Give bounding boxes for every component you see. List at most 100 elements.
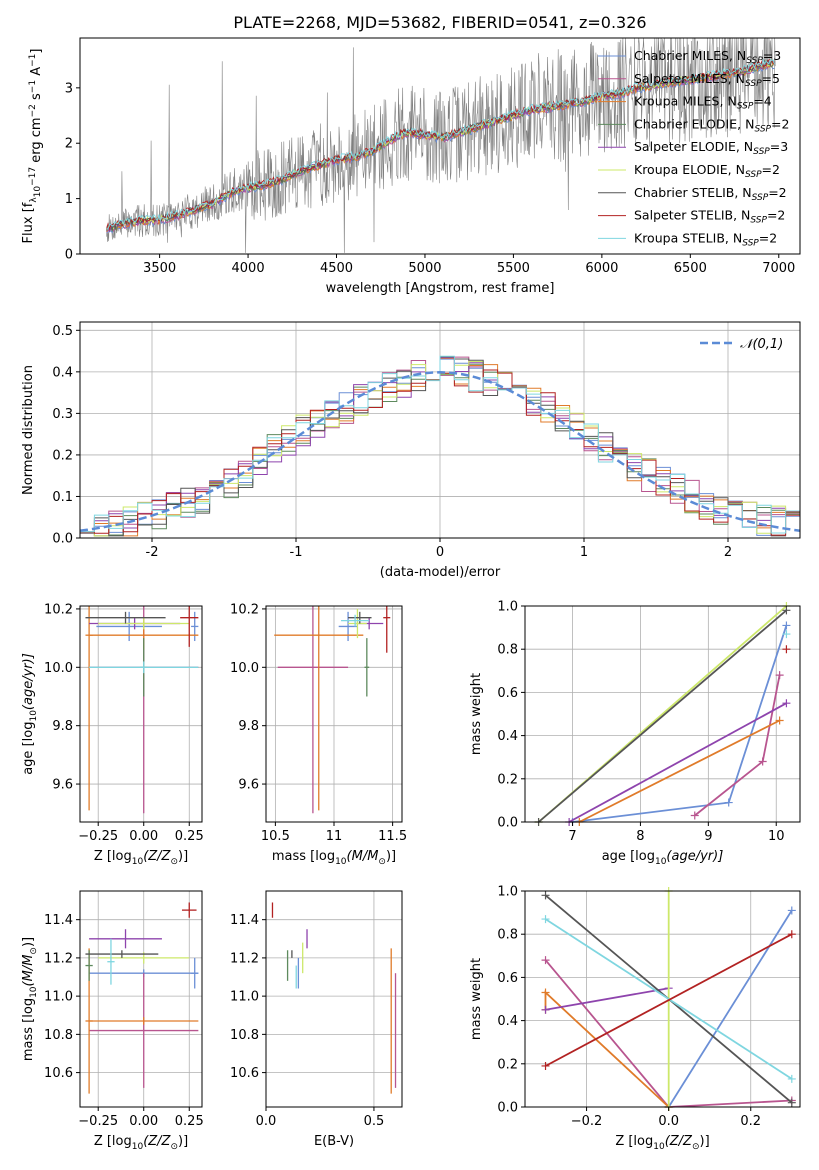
plot-area-mass-vs-Z bbox=[85, 902, 199, 1094]
figure-title: PLATE=2268, MJD=53682, FIBERID=0541, z=0… bbox=[233, 13, 646, 32]
x-tick-label: −0.2 bbox=[571, 1114, 603, 1129]
y-tick-label: 0.0 bbox=[497, 816, 518, 831]
x-tick-label: 0 bbox=[436, 545, 444, 560]
y-tick-label: 0.2 bbox=[497, 1057, 518, 1072]
plot-area-age-vs-Z bbox=[85, 606, 199, 814]
x-tick-label: 7 bbox=[568, 829, 576, 844]
x-axis-label: (data-model)/error bbox=[380, 565, 501, 580]
y-tick-label: 11.2 bbox=[230, 951, 259, 966]
x-tick-label: 0.5 bbox=[364, 1114, 385, 1129]
weight-line-2 bbox=[578, 719, 781, 823]
axes-frame-age-vs-Z bbox=[79, 605, 203, 823]
x-tick-label: 4000 bbox=[232, 261, 265, 276]
x-tick-label: 6000 bbox=[585, 261, 618, 276]
x-axis-label: wavelength [Angstrom, rest frame] bbox=[326, 281, 555, 296]
normal-curve bbox=[79, 371, 801, 532]
x-tick-label: 6500 bbox=[674, 261, 707, 276]
axes-frame-weight-vs-Z bbox=[524, 890, 801, 1108]
x-tick-label: −0.25 bbox=[78, 1114, 118, 1129]
y-tick-label: 11.4 bbox=[44, 913, 73, 928]
weight-marker bbox=[541, 891, 550, 900]
x-tick-label: -1 bbox=[290, 545, 303, 560]
y-tick-label: 0.4 bbox=[52, 365, 73, 380]
y-tick-label: 0.2 bbox=[497, 772, 518, 787]
x-tick-label: 8 bbox=[636, 829, 644, 844]
y-tick-label: 10.6 bbox=[44, 1066, 73, 1081]
hist-series-8 bbox=[80, 355, 800, 534]
legend-label-6: Chabrier STELIB, NSSP=2 bbox=[634, 185, 787, 203]
y-tick-label: 0.1 bbox=[52, 490, 73, 505]
x-axis-label: Z [log10(Z/Z⊙)] bbox=[94, 1134, 188, 1152]
weight-marker bbox=[782, 645, 791, 654]
y-tick-label: 0.8 bbox=[497, 928, 518, 943]
y-tick-label: 2 bbox=[65, 137, 73, 152]
y-tick-label: 0.6 bbox=[497, 971, 518, 986]
y-tick-label: 0.4 bbox=[497, 1014, 518, 1029]
x-tick-label: 0.25 bbox=[175, 829, 204, 844]
y-axis-label: Flux [fλ10−17 erg cm−2 s−1 A−1] bbox=[21, 49, 44, 244]
weight-marker bbox=[541, 1005, 550, 1014]
panel-residuals: -2 -1 0 1 2 0.0 0.1 0.2 0.3 0.4 0.5 (data-model)/er… bbox=[21, 321, 801, 580]
x-tick-label: 0.00 bbox=[129, 829, 158, 844]
panel-weight-vs-Z: −0.2 0.0 0.2 0.0 0.2 0.4 0.6 0.8 1.0 Z [log10(Z/Z… bbox=[469, 885, 801, 1152]
x-tick-label: −0.25 bbox=[78, 829, 118, 844]
weight-marker bbox=[775, 716, 784, 725]
legend-label-7: Salpeter STELIB, NSSP=2 bbox=[634, 208, 785, 226]
y-tick-label: 0.3 bbox=[52, 407, 73, 422]
x-tick-label: 10 bbox=[768, 829, 785, 844]
x-tick-label: 9 bbox=[704, 829, 712, 844]
x-axis-label: Z [log10(Z/Z⊙)] bbox=[94, 849, 188, 867]
plot-area-age-vs-mass bbox=[274, 606, 391, 814]
y-tick-label: 10.8 bbox=[230, 1028, 259, 1043]
legend-normal: 𝒩(0,1) bbox=[700, 337, 783, 352]
weight-marker bbox=[724, 798, 733, 807]
y-tick-label: 11.0 bbox=[44, 990, 73, 1005]
panel-age-vs-Z: −0.25 0.00 0.25 9.6 9.8 10.0 10.2 Z [log10(Z/Z⊙… bbox=[21, 602, 204, 867]
y-tick-label: 0.8 bbox=[497, 643, 518, 658]
weight-marker bbox=[787, 1074, 796, 1083]
y-tick-label: 0 bbox=[65, 248, 73, 263]
y-tick-label: 0.2 bbox=[52, 448, 73, 463]
x-tick-label: 4500 bbox=[320, 261, 353, 276]
y-axis-label: mass weight bbox=[469, 958, 484, 1040]
x-axis-label: E(B-V) bbox=[314, 1134, 354, 1149]
weight-marker bbox=[775, 671, 784, 680]
y-tick-label: 11.4 bbox=[230, 913, 259, 928]
axes-frame-mass-vs-Z bbox=[79, 890, 203, 1108]
weight-marker bbox=[787, 930, 796, 939]
axes-frame-spectrum bbox=[79, 37, 801, 255]
y-tick-label: 3 bbox=[65, 81, 73, 96]
weight-marker bbox=[690, 811, 699, 820]
x-tick-label: 0.25 bbox=[175, 1114, 204, 1129]
weight-line-5 bbox=[538, 609, 787, 823]
y-tick-label: 1 bbox=[65, 192, 73, 207]
x-tick-label: 2 bbox=[724, 545, 732, 560]
plot-area-mass-vs-ebv bbox=[271, 902, 397, 1094]
y-tick-label: 9.6 bbox=[52, 778, 73, 793]
plot-area-spectrum bbox=[106, 36, 776, 253]
x-tick-label: 11 bbox=[326, 829, 343, 844]
y-tick-label: 10.8 bbox=[44, 1028, 73, 1043]
legend-label-4: Salpeter ELODIE, NSSP=3 bbox=[634, 139, 788, 157]
weight-line-3 bbox=[545, 987, 669, 1011]
x-tick-label: 3500 bbox=[143, 261, 176, 276]
y-tick-label: 10.0 bbox=[230, 661, 259, 676]
x-tick-label: 0.0 bbox=[658, 1114, 679, 1129]
y-tick-label: 9.6 bbox=[238, 778, 259, 793]
weight-marker bbox=[541, 1061, 550, 1070]
plot-area-residuals bbox=[79, 355, 801, 537]
weight-marker bbox=[782, 699, 791, 708]
weight-marker bbox=[541, 915, 550, 924]
y-tick-label: 0.0 bbox=[497, 1101, 518, 1116]
weight-line-6 bbox=[545, 918, 793, 1080]
y-axis-label: mass [log10(M/M⊙)] bbox=[21, 937, 39, 1061]
axes-frame-weight-vs-age bbox=[524, 605, 801, 823]
weight-marker bbox=[782, 630, 791, 639]
weight-line-7 bbox=[545, 933, 793, 1067]
weight-marker bbox=[782, 606, 791, 615]
panel-mass-vs-ebv: 0.0 0.5 10.6 10.8 11.0 11.2 11.4 E(B-V) bbox=[230, 890, 403, 1149]
x-tick-label: 1 bbox=[580, 545, 588, 560]
weight-marker bbox=[541, 956, 550, 965]
y-tick-label: 10.2 bbox=[230, 602, 259, 617]
